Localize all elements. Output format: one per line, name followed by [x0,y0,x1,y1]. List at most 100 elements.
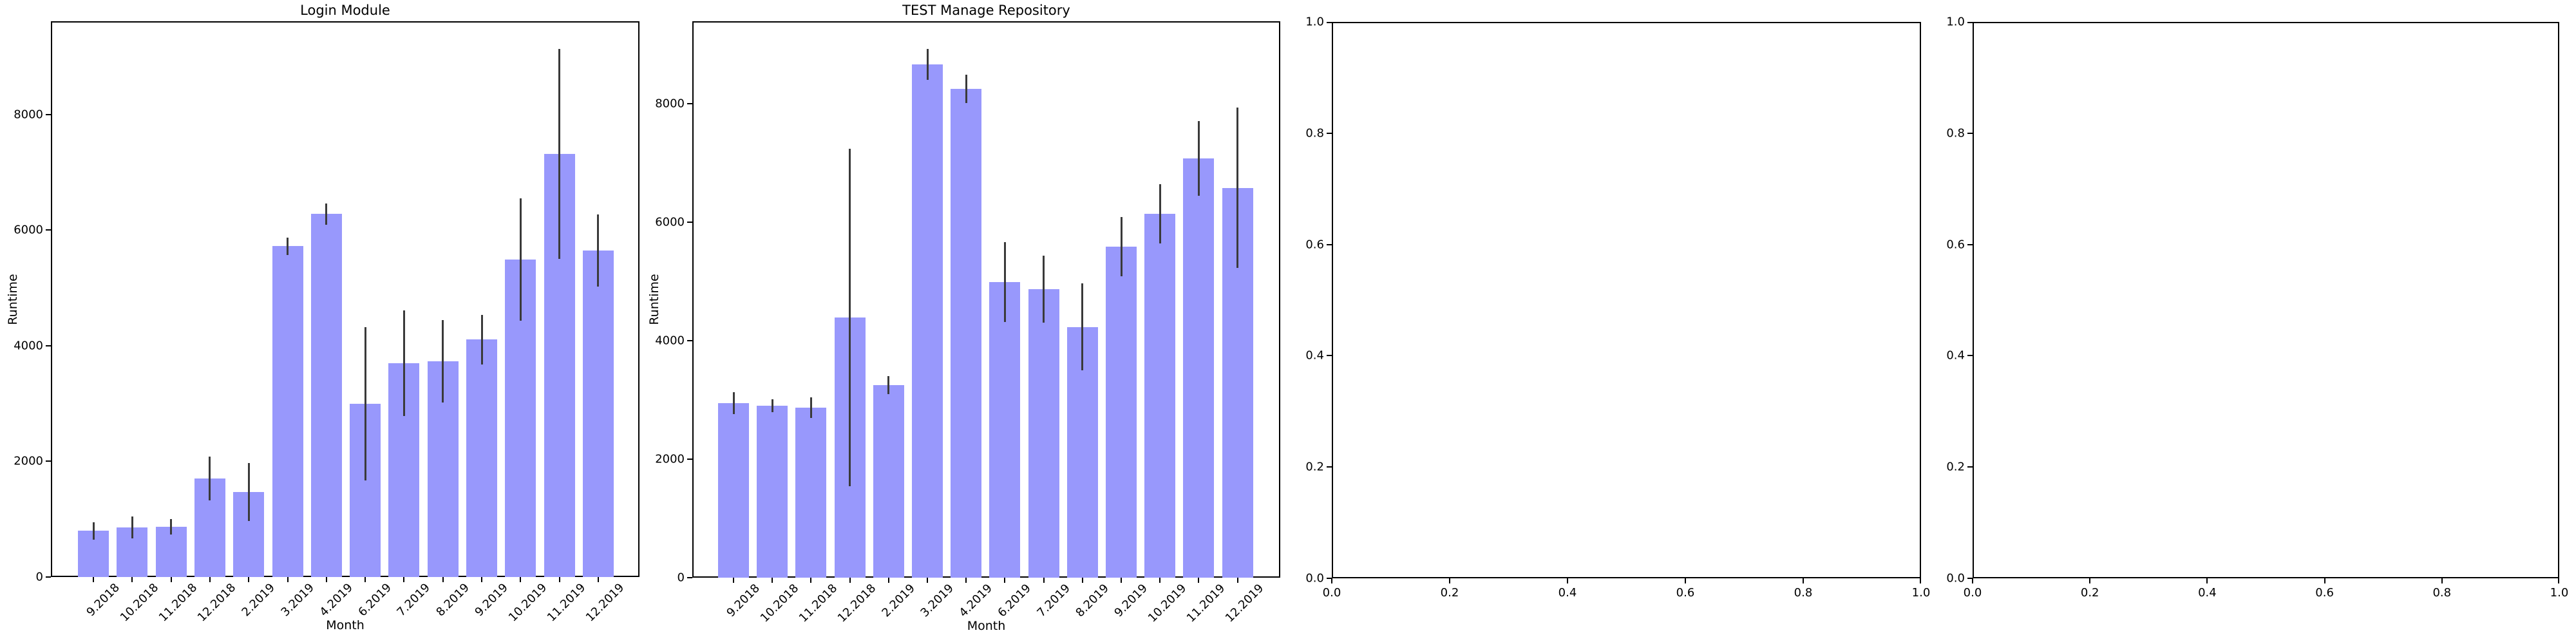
y-tick-label: 0.0 [1305,571,1324,585]
y-tick-label: 0.6 [1946,238,1965,252]
error-bar-12.2019 [1236,108,1239,268]
x-tick [1685,578,1686,583]
error-bar-9.2019 [1120,216,1122,276]
error-bar-9.2018 [732,392,735,414]
y-tick-label: 0 [677,571,685,585]
x-tick [93,577,94,582]
y-tick [687,221,692,223]
y-tick [1967,578,1973,579]
y-tick-label: 4000 [14,339,43,353]
chart-login-module: Login Module Month Runtime 9.2018 10.2018… [6,3,639,632]
x-tick-label: 7.2019 [1034,582,1073,620]
y-tick-label: 2000 [655,452,685,466]
x-tick-label: 4.2019 [956,582,996,620]
x-tick [597,577,599,582]
x-tick-label: 8.2019 [1073,582,1112,620]
x-tick-label: 0.2 [1440,586,1459,600]
error-bar-11.2019 [558,49,561,259]
x-tick [1803,578,1804,583]
y-tick-label: 0.2 [1305,460,1324,474]
y-axis-label: Runtime [6,273,20,325]
x-tick-label: 9.2019 [1112,582,1150,620]
error-bar-7.2019 [402,310,405,417]
x-tick [558,577,560,582]
x-tick [965,578,967,583]
x-tick [1004,578,1006,583]
x-tick [927,578,928,583]
x-tick [1198,578,1200,583]
error-bar-9.2019 [480,314,483,365]
x-tick [2558,578,2559,583]
y-tick-label: 8000 [14,108,43,122]
y-tick-label: 0.6 [1305,238,1324,252]
x-tick [365,577,366,582]
error-bar-10.2018 [771,399,773,413]
y-tick [1327,22,1332,23]
y-tick-label: 6000 [14,223,43,237]
x-tick-label: 9.2018 [724,582,762,620]
y-tick-label: 0 [35,570,43,584]
y-tick-label: 0.8 [1305,126,1324,140]
y-tick [1327,466,1332,468]
x-axis-label: Month [326,618,365,632]
error-bar-4.2019 [325,203,328,225]
x-tick-label: 2.2019 [239,581,278,620]
y-tick [687,102,692,104]
y-tick [1327,132,1332,134]
error-bar-11.2018 [170,518,173,535]
chart-title: TEST Manage Repository [902,3,1070,18]
y-tick [1967,466,1973,468]
bar-4.2019 [951,88,982,578]
x-tick [248,577,250,582]
x-tick [849,578,851,583]
error-bar-10.2019 [1159,184,1161,244]
x-tick-label: 0.8 [2432,586,2452,600]
error-bar-6.2019 [364,327,366,480]
error-bar-12.2018 [209,457,211,500]
x-tick [1236,578,1238,583]
error-bar-6.2019 [1003,242,1006,322]
x-tick-label: 0.0 [1963,586,1982,600]
x-tick-label: 0.8 [1794,586,1813,600]
x-tick [403,577,405,582]
y-tick [1967,355,1973,357]
y-tick-label: 1.0 [1946,15,1965,29]
x-tick [520,577,522,582]
bar-4.2019 [310,214,342,577]
y-tick [1967,22,1973,23]
y-tick-label: 0.0 [1946,571,1965,585]
x-tick [287,577,289,582]
y-tick-label: 6000 [655,215,685,229]
x-tick [1121,578,1122,583]
y-tick-label: 4000 [655,334,685,348]
y-tick [1327,355,1332,357]
error-bar-11.2018 [810,397,812,418]
x-tick-label: 2.2019 [879,582,918,620]
y-tick [46,113,51,115]
error-bar-3.2019 [926,49,929,80]
x-tick [209,577,211,582]
plot-area [692,21,1280,578]
y-tick [46,460,51,462]
y-tick [687,577,692,578]
x-tick [325,577,327,582]
y-tick [1327,578,1332,579]
y-tick-label: 1.0 [1305,15,1324,29]
x-tick-label: 0.4 [1558,586,1577,600]
x-tick [2089,578,2091,583]
x-tick [170,577,172,582]
error-bar-12.2019 [597,214,600,287]
x-tick [887,578,889,583]
y-tick [46,576,51,578]
x-tick-label: 7.2019 [394,581,433,620]
x-tick [810,578,812,583]
x-tick [1331,578,1332,583]
bar-2.2019 [873,384,904,578]
y-tick-label: 0.8 [1946,126,1965,140]
y-tick [46,229,51,231]
error-bar-3.2019 [287,237,289,255]
y-tick-label: 8000 [655,97,685,111]
x-tick-label: 1.0 [1911,586,1931,600]
y-tick [687,339,692,341]
y-tick [1327,243,1332,245]
